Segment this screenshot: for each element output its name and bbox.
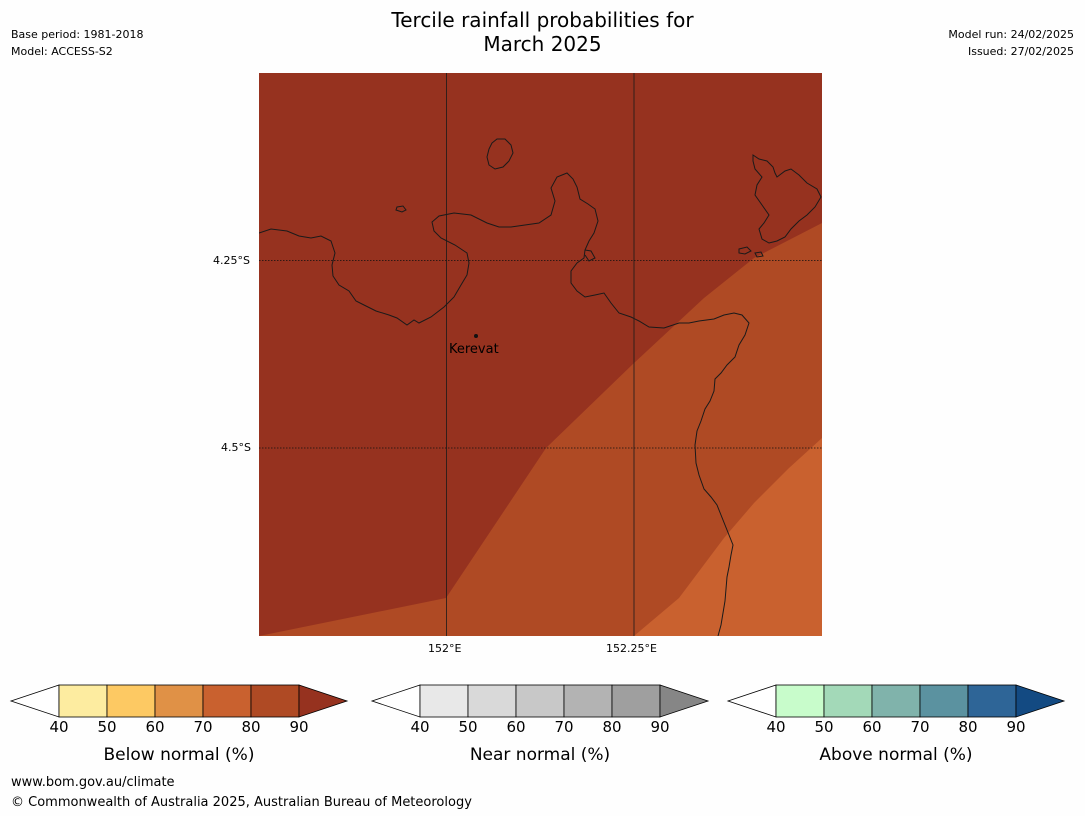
footer-copyright: © Commonwealth of Australia 2025, Austra… <box>11 795 472 810</box>
zone-medium <box>259 223 822 636</box>
colorbar-below-segment <box>58 684 108 718</box>
colorbar-below-tick: 50 <box>97 718 117 736</box>
colorbar-near-tick: 40 <box>410 718 430 736</box>
colorbar-below-tick: 70 <box>193 718 213 736</box>
zone-light <box>634 438 822 636</box>
colorbar-above-segment <box>871 684 921 718</box>
map-title: Tercile rainfall probabilities for March… <box>0 8 1085 56</box>
lon-label-152: 152°E <box>428 642 462 655</box>
base-period-text: Base period: 1981-2018 <box>11 28 144 41</box>
colorbar-near-extend-high <box>659 684 710 718</box>
colorbar-below-segment <box>202 684 252 718</box>
colorbar-near-segment <box>419 684 469 718</box>
colorbar-near-tick: 50 <box>458 718 478 736</box>
meta-left: Base period: 1981-2018 Model: ACCESS-S2 <box>11 26 143 60</box>
model-run-text: Model run: 24/02/2025 <box>948 28 1074 41</box>
colorbar-below-segment <box>250 684 300 718</box>
lon-label-152-25: 152.25°E <box>606 642 657 655</box>
issued-text: Issued: 27/02/2025 <box>967 45 1074 58</box>
colorbar-above-segment <box>919 684 969 718</box>
colorbar-above-tick: 90 <box>1006 718 1026 736</box>
colorbar-below-extend-low <box>9 684 60 718</box>
kerevat-label: Kerevat <box>449 342 499 357</box>
coastlines <box>259 138 822 636</box>
colorbar-near-extend-low <box>370 684 421 718</box>
colorbar-above-extend-high <box>1015 684 1066 718</box>
colorbar-above-segment <box>775 684 825 718</box>
colorbar-near-segment <box>467 684 517 718</box>
colorbar-near-segment <box>611 684 661 718</box>
coastline-inlet <box>584 249 596 262</box>
colorbar-below-tick: 60 <box>145 718 165 736</box>
colorbar-near-tick: 70 <box>554 718 574 736</box>
colorbar-above-tick: 70 <box>910 718 930 736</box>
coastline-islet-small <box>395 205 407 213</box>
colorbar-below-label: Below normal (%) <box>103 745 255 765</box>
model-text: Model: ACCESS-S2 <box>11 45 113 58</box>
coastline-islet-east <box>738 246 752 255</box>
colorbar-near-label: Near normal (%) <box>469 745 611 765</box>
colorbar-above-label: Above normal (%) <box>819 745 973 765</box>
lat-label-4-25: 4.25°S <box>213 254 250 267</box>
colorbars <box>9 684 1066 718</box>
colorbar-near-segment <box>515 684 565 718</box>
colorbar-below-tick: 80 <box>241 718 261 736</box>
colorbar-above-segment <box>823 684 873 718</box>
colorbar-above-segment <box>967 684 1017 718</box>
probability-map <box>259 73 822 636</box>
colorbar-below-segment <box>154 684 204 718</box>
coastline-islet-north <box>486 138 514 170</box>
colorbar-below-tick: 90 <box>289 718 309 736</box>
colorbar-below-tick: 40 <box>49 718 69 736</box>
footer-url: www.bom.gov.au/climate <box>11 775 175 790</box>
coastline-duke-of-york <box>752 154 822 244</box>
colorbar-above-tick: 60 <box>862 718 882 736</box>
colorbar-near-tick: 60 <box>506 718 526 736</box>
colorbar-near-segment <box>563 684 613 718</box>
title-line-1: Tercile rainfall probabilities for <box>391 8 694 32</box>
colorbar-below-extend-high <box>298 684 349 718</box>
coastline-gazelle-peninsula <box>259 172 750 636</box>
colorbar-near-tick: 80 <box>602 718 622 736</box>
colorbar-below-segment <box>106 684 156 718</box>
colorbar-above-extend-low <box>726 684 777 718</box>
colorbar-above-tick: 50 <box>814 718 834 736</box>
colorbar-above-tick: 40 <box>766 718 786 736</box>
colorbar-near-tick: 90 <box>650 718 670 736</box>
lat-label-4-5: 4.5°S <box>221 441 251 454</box>
title-line-2: March 2025 <box>483 32 602 56</box>
meta-right: Model run: 24/02/2025 Issued: 27/02/2025 <box>948 26 1074 60</box>
kerevat-dot <box>474 334 478 338</box>
colorbar-above-tick: 80 <box>958 718 978 736</box>
coastline-islet-east-2 <box>754 251 764 258</box>
